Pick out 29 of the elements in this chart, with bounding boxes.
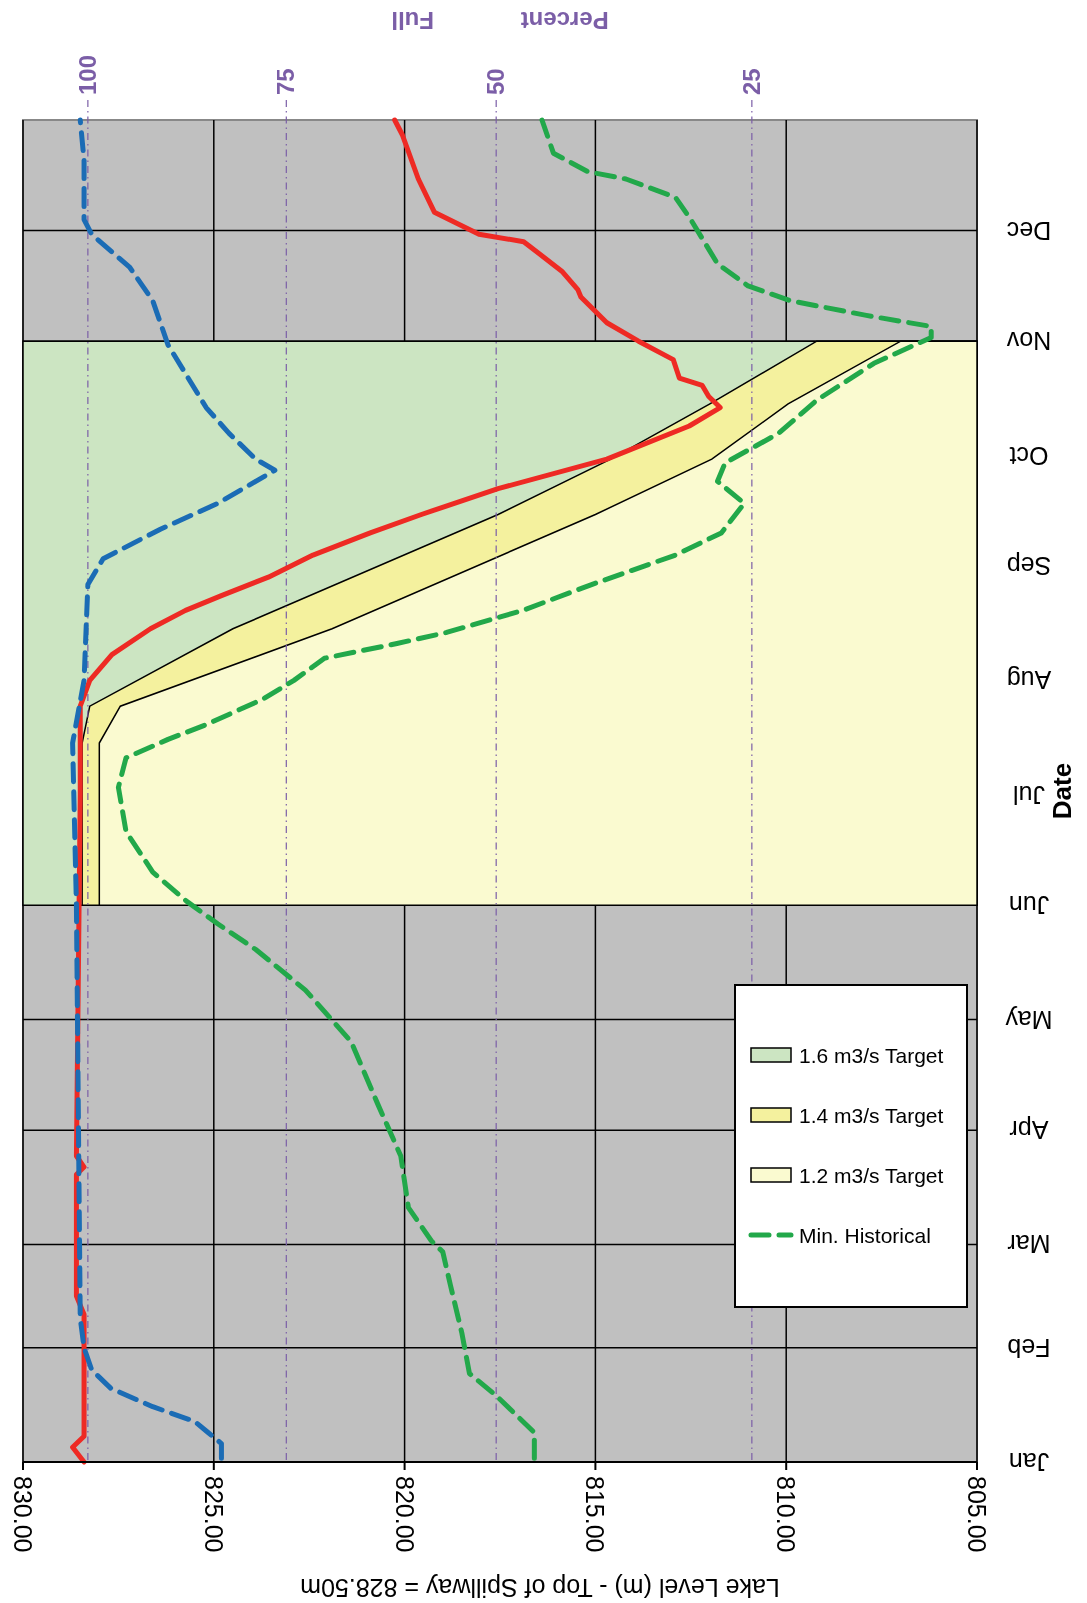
y-tick-label: Jan bbox=[1008, 1448, 1050, 1476]
y-axis-title: Date bbox=[1047, 762, 1077, 820]
text: 25 bbox=[737, 68, 765, 95]
legend-label: 1.6 m3/s Target bbox=[799, 1043, 944, 1067]
y-tick-label: Oct bbox=[1009, 441, 1049, 470]
legend-label: 1.4 m3/s Target bbox=[799, 1103, 944, 1127]
x-tick-label: 815.00 bbox=[581, 1476, 610, 1553]
y-tick-label: Sep bbox=[1006, 552, 1052, 581]
x-axis-title: Lake Level (m) - Top of Spillway = 828.50m bbox=[300, 1574, 780, 1602]
y-tick-label: Aug bbox=[1006, 666, 1052, 695]
x2-axis-title: Percent Full bbox=[391, 6, 609, 34]
y-tick-label: Jun bbox=[1008, 891, 1050, 920]
x-tick-label: 825.00 bbox=[199, 1476, 228, 1553]
x-tick-label: 810.00 bbox=[772, 1476, 801, 1553]
legend-label: Min. Historical bbox=[799, 1223, 931, 1247]
y-tick-label: Dec bbox=[1006, 216, 1052, 245]
y-tick-label: Mar bbox=[1007, 1230, 1051, 1259]
y-tick-label: Nov bbox=[1006, 327, 1052, 356]
text: 100 bbox=[73, 54, 101, 95]
text: 50 bbox=[482, 68, 510, 95]
y-tick-label: Apr bbox=[1009, 1116, 1049, 1145]
x-tick-label: 805.00 bbox=[963, 1476, 991, 1553]
x-tick-label: 820.00 bbox=[390, 1476, 419, 1553]
legend-label: 1.2 m3/s Target bbox=[799, 1163, 944, 1187]
y-tick-label: May bbox=[1004, 1005, 1053, 1034]
y-tick-label: Feb bbox=[1007, 1333, 1051, 1362]
text: 75 bbox=[272, 68, 300, 95]
y-tick-label: Jul bbox=[1013, 780, 1045, 809]
x-tick-label: 830.00 bbox=[9, 1476, 37, 1553]
